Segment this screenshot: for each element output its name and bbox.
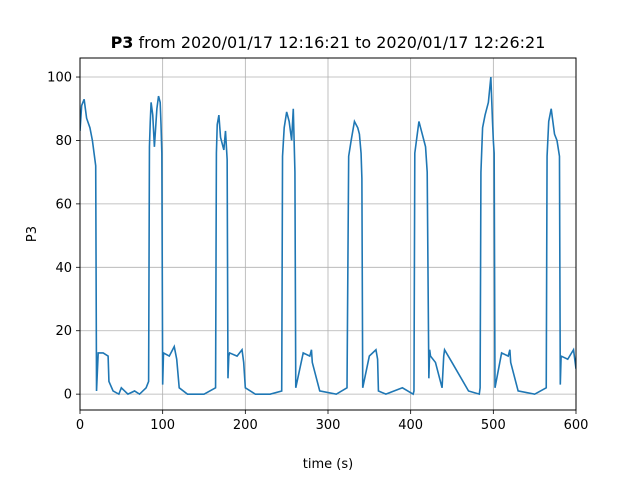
x-tick-label: 400 (398, 418, 423, 433)
x-axis-label: time (s) (303, 457, 353, 472)
x-tick-label: 500 (481, 418, 506, 433)
chart-title-rest: from 2020/01/17 12:16:21 to 2020/01/17 1… (133, 33, 545, 52)
y-axis-label: P3 (25, 226, 40, 242)
y-tick-label: 0 (64, 388, 72, 403)
x-tick-label: 300 (316, 418, 341, 433)
x-tick-label: 200 (233, 418, 258, 433)
x-tick-label: 600 (564, 418, 589, 433)
chart-title-bold: P3 (111, 33, 134, 52)
y-axis: 0 20 40 60 80 100 (47, 71, 80, 403)
y-tick-label: 40 (55, 261, 72, 276)
y-tick-label: 20 (55, 324, 72, 339)
y-tick-label: 80 (55, 134, 72, 149)
chart-title: P3 from 2020/01/17 12:16:21 to 2020/01/1… (111, 33, 546, 52)
x-tick-label: 100 (150, 418, 175, 433)
y-tick-label: 100 (47, 71, 72, 86)
y-tick-label: 60 (55, 197, 72, 212)
series-line-p3 (80, 76, 576, 396)
x-tick-label: 0 (76, 418, 84, 433)
x-axis: 0 100 200 300 400 500 600 (76, 410, 589, 433)
